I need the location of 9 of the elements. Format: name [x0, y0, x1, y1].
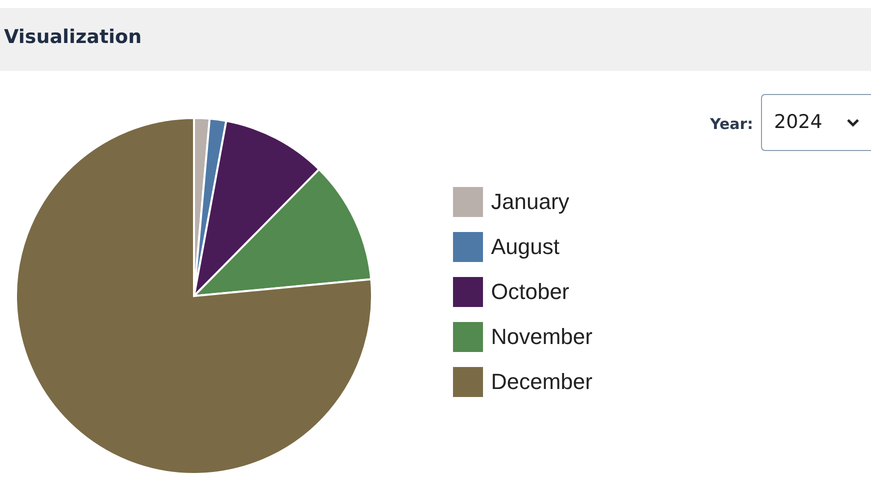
legend-label: January: [491, 189, 570, 215]
chart-title: Visualization: [4, 26, 142, 48]
legend-label: August: [491, 234, 560, 260]
legend-label: October: [491, 279, 570, 305]
pie-slice: [15, 117, 373, 475]
text: Year:: [710, 115, 754, 133]
text: 2024: [774, 111, 822, 133]
legend-label: November: [491, 324, 592, 350]
legend-label: December: [491, 369, 592, 395]
